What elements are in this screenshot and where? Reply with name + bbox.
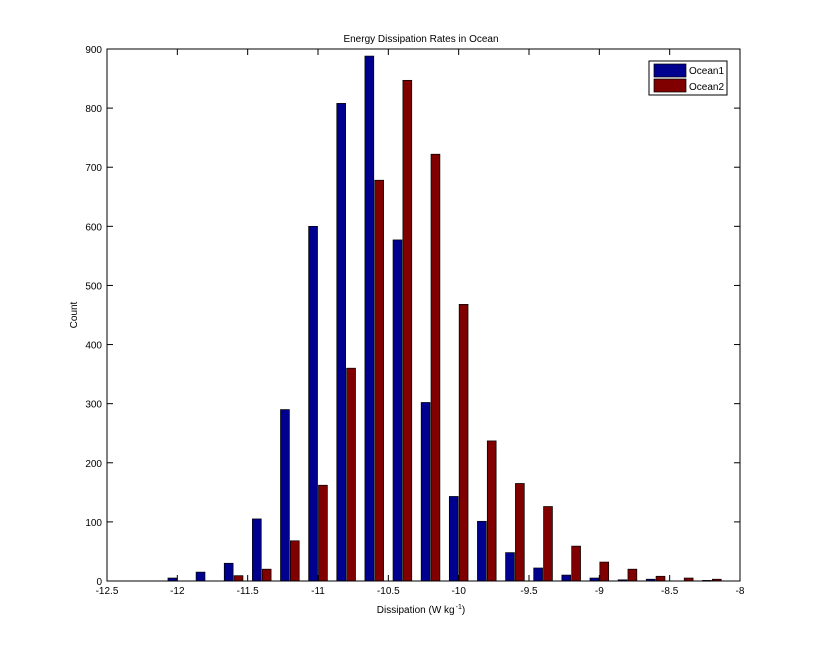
x-tick-label: -8	[736, 586, 745, 597]
bar-ocean1-5	[308, 225, 318, 582]
y-tick-label: 400	[85, 341, 102, 352]
x-tick-label: -9.5	[520, 586, 538, 597]
bar-ocean1-8	[392, 239, 403, 582]
x-tick-label: -12.5	[96, 586, 119, 597]
y-axis-label: Count	[69, 301, 80, 328]
x-tick-label: -12	[170, 586, 185, 597]
bar-ocean1-14	[561, 574, 572, 582]
y-tick-label: 600	[85, 222, 102, 233]
legend-swatch-ocean2	[653, 78, 687, 93]
legend-label-ocean2: Ocean2	[689, 82, 724, 93]
y-tick-label: 200	[85, 459, 102, 470]
y-tick-label: 700	[85, 163, 102, 174]
bar-ocean2-9	[430, 153, 441, 582]
legend-label-ocean1: Ocean1	[689, 66, 724, 77]
legend: Ocean1 Ocean2	[648, 60, 728, 96]
plot-frame	[106, 48, 741, 582]
bar-ocean1-6	[336, 103, 346, 582]
y-tick-label: 0	[96, 577, 102, 588]
y-tick-label: 800	[85, 104, 102, 115]
y-tick-label: 500	[85, 281, 102, 292]
bar-ocean1-7	[364, 55, 375, 582]
x-tick-label: -10	[451, 586, 466, 597]
y-tick-label: 100	[85, 518, 102, 529]
y-tick-label: 900	[85, 45, 102, 56]
x-axis-label-superscript: -1	[456, 604, 462, 611]
bar-ocean2-10	[458, 304, 469, 582]
bar-ocean1-13	[533, 567, 543, 582]
bar-ocean2-8	[402, 79, 413, 582]
bar-ocean1-11	[477, 520, 487, 582]
bar-ocean1-1	[195, 571, 206, 582]
bar-ocean2-5	[318, 484, 328, 582]
bar-ocean1-12	[505, 552, 515, 582]
bar-ocean2-2	[233, 575, 244, 582]
bar-ocean1-2	[223, 562, 234, 582]
bar-ocean2-3	[261, 568, 272, 582]
bar-ocean2-14	[571, 545, 581, 582]
bar-ocean2-7	[374, 179, 384, 582]
bar-ocean2-12	[515, 483, 525, 582]
x-axis-label: Dissipation (W kg-1)	[377, 604, 465, 616]
bar-ocean1-10	[448, 496, 459, 582]
bar-ocean1-9	[420, 402, 431, 582]
legend-swatch-ocean1	[653, 63, 687, 78]
bar-ocean2-4	[290, 540, 300, 582]
ticks-layer: -12.5 -12 -11.5 -11 -10.5 -10 -9.5 -9 -8.5 -8 0 100…	[85, 45, 745, 597]
bar-ocean2-13	[543, 506, 553, 582]
bar-ocean2-16	[627, 568, 638, 582]
bar-ocean1-3	[252, 518, 262, 582]
bar-ocean2-11	[486, 440, 497, 582]
x-tick-label: -11	[311, 586, 325, 597]
bar-ocean1-4	[280, 409, 290, 582]
bar-ocean2-6	[346, 367, 356, 582]
x-tick-label: -8.5	[661, 586, 679, 597]
bar-ocean2-17	[655, 575, 666, 582]
chart-title: Energy Dissipation Rates in Ocean	[343, 34, 498, 45]
x-axis-label-end: )	[462, 605, 465, 616]
bar-ocean2-15	[599, 561, 610, 582]
x-tick-label: -10.5	[377, 586, 400, 597]
y-tick-label: 300	[85, 400, 102, 411]
x-tick-label: -11.5	[237, 586, 259, 597]
x-tick-label: -9	[595, 586, 604, 597]
x-axis-label-main: Dissipation (W kg	[377, 605, 455, 616]
